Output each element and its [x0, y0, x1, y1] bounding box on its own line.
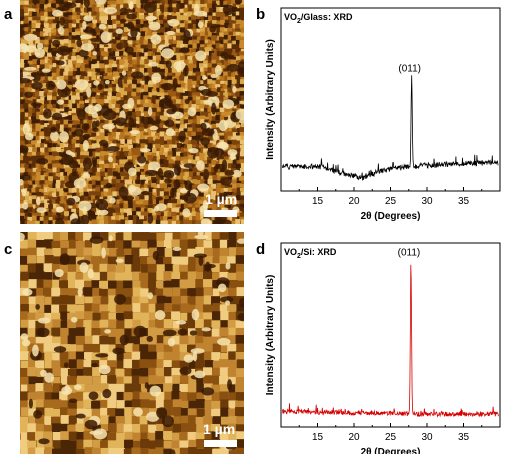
peak-label: (011) [398, 247, 421, 258]
afm-texture [20, 0, 244, 224]
peak-label: (011) [398, 64, 421, 75]
x-tick-label: 25 [385, 196, 397, 207]
scalebar-label-c: 1 µm [203, 421, 236, 437]
xrd-chart-si: 15 20 25 30 35 2θ (Degrees) Intensity (Arbitra… [265, 242, 501, 454]
x-tick-label: 35 [458, 432, 470, 443]
x-tick-label: 20 [348, 196, 360, 207]
plot-frame [280, 242, 501, 428]
y-axis-label: Intensity (Arbitrary Units) [265, 275, 276, 396]
xrd-series-line [282, 75, 499, 181]
xrd-chart-glass: 15 20 25 30 35 2θ (Degrees) Intensity (Arbitra… [265, 7, 501, 222]
x-tick-label: 15 [312, 432, 324, 443]
afm-image-glass [20, 0, 244, 224]
x-tick-label: 35 [458, 196, 470, 207]
scalebar-a [204, 210, 237, 217]
chart-title: VO2/Glass: XRD [284, 12, 353, 25]
y-axis-label: Intensity (Arbitrary Units) [265, 39, 276, 160]
afm-image-si [20, 232, 244, 454]
x-tick-label: 15 [312, 196, 324, 207]
panel-letter-d: d [256, 241, 266, 258]
x-axis-label: 2θ (Degrees) [361, 447, 421, 454]
panel-letter-a: a [4, 6, 13, 23]
x-axis-label: 2θ (Degrees) [361, 211, 421, 222]
panel-letter-b: b [256, 6, 266, 23]
scalebar-c [204, 440, 237, 447]
chart-title: VO2/Si: XRD [284, 247, 337, 260]
afm-texture [20, 232, 244, 454]
scalebar-label-a: 1 µm [205, 191, 238, 207]
x-tick-label: 30 [421, 432, 433, 443]
xrd-series-line [282, 264, 499, 418]
x-tick-label: 20 [348, 432, 360, 443]
x-tick-label: 30 [421, 196, 433, 207]
panel-letter-c: c [4, 241, 13, 258]
x-tick-label: 25 [385, 432, 397, 443]
